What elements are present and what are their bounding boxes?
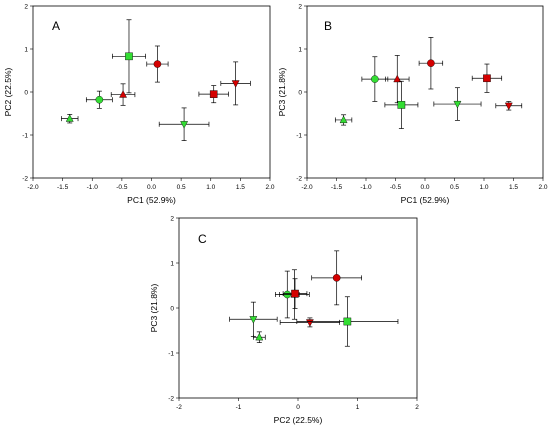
plot-frame bbox=[306, 5, 544, 179]
green-square-marker bbox=[397, 101, 406, 109]
red-triangle-up-marker bbox=[393, 74, 402, 83]
green-square-marker bbox=[343, 317, 352, 326]
data-point bbox=[112, 19, 146, 94]
x-tick-label: 2.0 bbox=[538, 184, 547, 191]
x-tick-label: 0 bbox=[296, 404, 300, 411]
x-tick-label: 1.0 bbox=[206, 184, 215, 191]
y-axis-title: PC3 (21.8%) bbox=[149, 284, 159, 333]
green-triangle-down-marker bbox=[180, 121, 189, 129]
panel-label: A bbox=[52, 19, 60, 33]
data-point bbox=[61, 114, 79, 124]
x-tick-label: -1.5 bbox=[331, 184, 343, 191]
red-circle-marker bbox=[153, 60, 162, 68]
y-tick-label: 1 bbox=[24, 46, 28, 53]
data-point bbox=[279, 317, 340, 328]
panel-a: -2.0 -1.5 -1.0 -0.5 0.0 0.5 1.0 1.5 2.0 -2 -1 0 1 2 PC… bbox=[3, 3, 275, 205]
y-tick-label: -2 bbox=[296, 175, 302, 182]
x-tick-label: 2 bbox=[415, 404, 419, 411]
y-tick-label: 0 bbox=[170, 305, 174, 312]
data-point bbox=[384, 80, 419, 129]
data-point bbox=[334, 114, 353, 126]
data-point bbox=[495, 101, 523, 111]
data-point bbox=[110, 83, 136, 106]
y-tick-label: 1 bbox=[298, 46, 302, 53]
panel-b: -2.0 -1.5 -1.0 -0.5 0.0 0.5 1.0 1.5 2.0 -2 -1 0 1 2 PC… bbox=[277, 3, 548, 205]
panel-c: -2 -1 0 1 2 -2 -1 0 1 2 PC2 (22.5%) PC3 (21.8%) C bbox=[149, 215, 419, 425]
green-circle-marker bbox=[371, 75, 379, 83]
panel-label: C bbox=[198, 232, 207, 246]
red-square-marker bbox=[483, 74, 491, 83]
red-circle-marker bbox=[427, 59, 435, 67]
red-square-marker bbox=[209, 90, 218, 98]
x-tick-label: 1.0 bbox=[479, 184, 488, 191]
y-tick-label: -1 bbox=[22, 132, 28, 139]
data-point bbox=[433, 87, 482, 121]
y-tick-label: -1 bbox=[296, 132, 302, 139]
green-square-marker bbox=[125, 52, 133, 61]
y-tick-label: -1 bbox=[168, 350, 174, 357]
x-tick-label: -1.5 bbox=[57, 184, 69, 191]
red-circle-marker bbox=[332, 274, 341, 282]
data-point bbox=[229, 301, 278, 337]
x-tick-label: 0.0 bbox=[420, 184, 429, 191]
green-triangle-up-marker bbox=[65, 114, 74, 122]
y-tick-label: 0 bbox=[24, 89, 28, 96]
data-point bbox=[311, 250, 363, 306]
x-axis-title: PC2 (22.5%) bbox=[274, 415, 323, 425]
data-point bbox=[385, 55, 410, 104]
data-point bbox=[361, 56, 389, 102]
plot-frame bbox=[178, 217, 418, 399]
data-point bbox=[282, 278, 308, 309]
x-tick-label: -1.0 bbox=[360, 184, 372, 191]
data-point bbox=[85, 90, 113, 109]
x-axis-title: PC1 (52.9%) bbox=[127, 195, 176, 205]
red-triangle-up-marker bbox=[119, 90, 127, 98]
green-triangle-down-marker bbox=[453, 100, 462, 109]
x-tick-label: -1.0 bbox=[87, 184, 99, 191]
green-triangle-up-marker bbox=[339, 115, 348, 124]
y-tick-label: -2 bbox=[168, 395, 174, 402]
y-tick-label: 2 bbox=[298, 3, 302, 10]
y-axis-title: PC3 (21.8%) bbox=[277, 68, 287, 117]
x-tick-label: 1 bbox=[356, 404, 360, 411]
x-tick-label: 1.5 bbox=[236, 184, 245, 191]
data-point bbox=[158, 107, 210, 141]
x-tick-label: -0.5 bbox=[390, 184, 402, 191]
data-point bbox=[198, 85, 229, 104]
green-triangle-up-marker bbox=[255, 332, 264, 341]
x-tick-label: -2.0 bbox=[301, 184, 313, 191]
red-triangle-down-marker bbox=[231, 80, 240, 88]
x-tick-label: -2.0 bbox=[27, 184, 39, 191]
green-circle-marker bbox=[95, 95, 104, 104]
x-tick-label: 0.5 bbox=[177, 184, 186, 191]
plot-frame bbox=[32, 5, 271, 179]
panel-label: B bbox=[324, 19, 332, 33]
y-tick-label: -2 bbox=[22, 175, 28, 182]
green-triangle-down-marker bbox=[249, 316, 258, 324]
red-triangle-down-marker bbox=[504, 102, 513, 111]
y-tick-label: 2 bbox=[24, 3, 28, 10]
y-axis-title: PC2 (22.5%) bbox=[3, 68, 13, 117]
x-tick-label: 0.0 bbox=[147, 184, 156, 191]
x-tick-label: 2.0 bbox=[265, 184, 274, 191]
x-tick-label: 1.5 bbox=[509, 184, 518, 191]
data-point bbox=[220, 61, 251, 106]
y-tick-label: 0 bbox=[298, 89, 302, 96]
data-point bbox=[253, 331, 266, 343]
y-tick-label: 2 bbox=[170, 215, 174, 222]
data-point bbox=[146, 45, 169, 83]
red-square-marker bbox=[291, 289, 299, 298]
x-tick-label: -1 bbox=[236, 404, 242, 411]
x-axis-title: PC1 (52.9%) bbox=[401, 195, 450, 205]
red-triangle-down-marker bbox=[305, 319, 314, 327]
data-point bbox=[296, 296, 399, 347]
x-tick-label: -0.5 bbox=[116, 184, 128, 191]
data-point bbox=[471, 63, 503, 93]
y-tick-label: 1 bbox=[170, 260, 174, 267]
x-tick-label: 0.5 bbox=[450, 184, 459, 191]
x-tick-label: -2 bbox=[176, 404, 182, 411]
data-point bbox=[418, 37, 444, 90]
